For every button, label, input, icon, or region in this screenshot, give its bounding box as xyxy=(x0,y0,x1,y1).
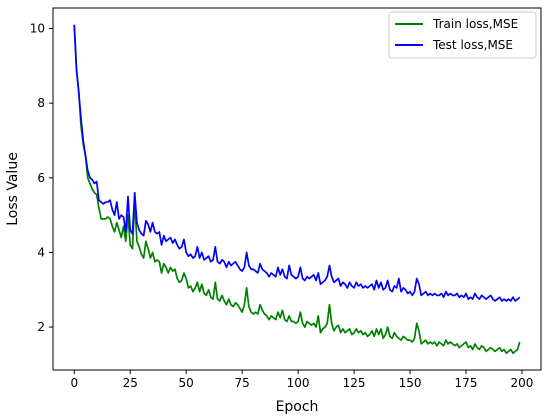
y-tick-label: 2 xyxy=(37,320,45,334)
plot-lines xyxy=(73,24,521,355)
x-tick-label: 25 xyxy=(123,376,138,390)
y-axis-label: Loss Value xyxy=(5,152,21,226)
series-line-test xyxy=(73,24,521,302)
x-tick-label: 0 xyxy=(70,376,78,390)
legend: Train loss,MSE Test loss,MSE xyxy=(388,11,537,59)
x-tick-label: 125 xyxy=(343,376,366,390)
x-tick-label: 200 xyxy=(511,376,534,390)
y-tick-label: 4 xyxy=(37,245,45,259)
legend-label: Test loss,MSE xyxy=(432,38,513,52)
legend-box xyxy=(388,11,537,59)
legend-label: Train loss,MSE xyxy=(432,17,518,31)
x-axis-label: Epoch xyxy=(276,399,319,415)
y-tick-label: 6 xyxy=(37,171,45,185)
x-tick-label: 175 xyxy=(455,376,478,390)
x-tick-label: 75 xyxy=(235,376,250,390)
y-axis-ticks: 2 4 6 8 10 xyxy=(30,22,53,334)
y-tick-label: 8 xyxy=(37,96,45,110)
x-tick-label: 50 xyxy=(179,376,194,390)
series-line-train xyxy=(73,24,521,355)
x-axis-ticks: 0 25 50 75 100 125 150 175 200 xyxy=(70,370,533,390)
x-tick-label: 100 xyxy=(287,376,310,390)
axes-frame xyxy=(52,7,542,371)
x-tick-label: 150 xyxy=(399,376,422,390)
y-tick-label: 10 xyxy=(30,22,45,36)
